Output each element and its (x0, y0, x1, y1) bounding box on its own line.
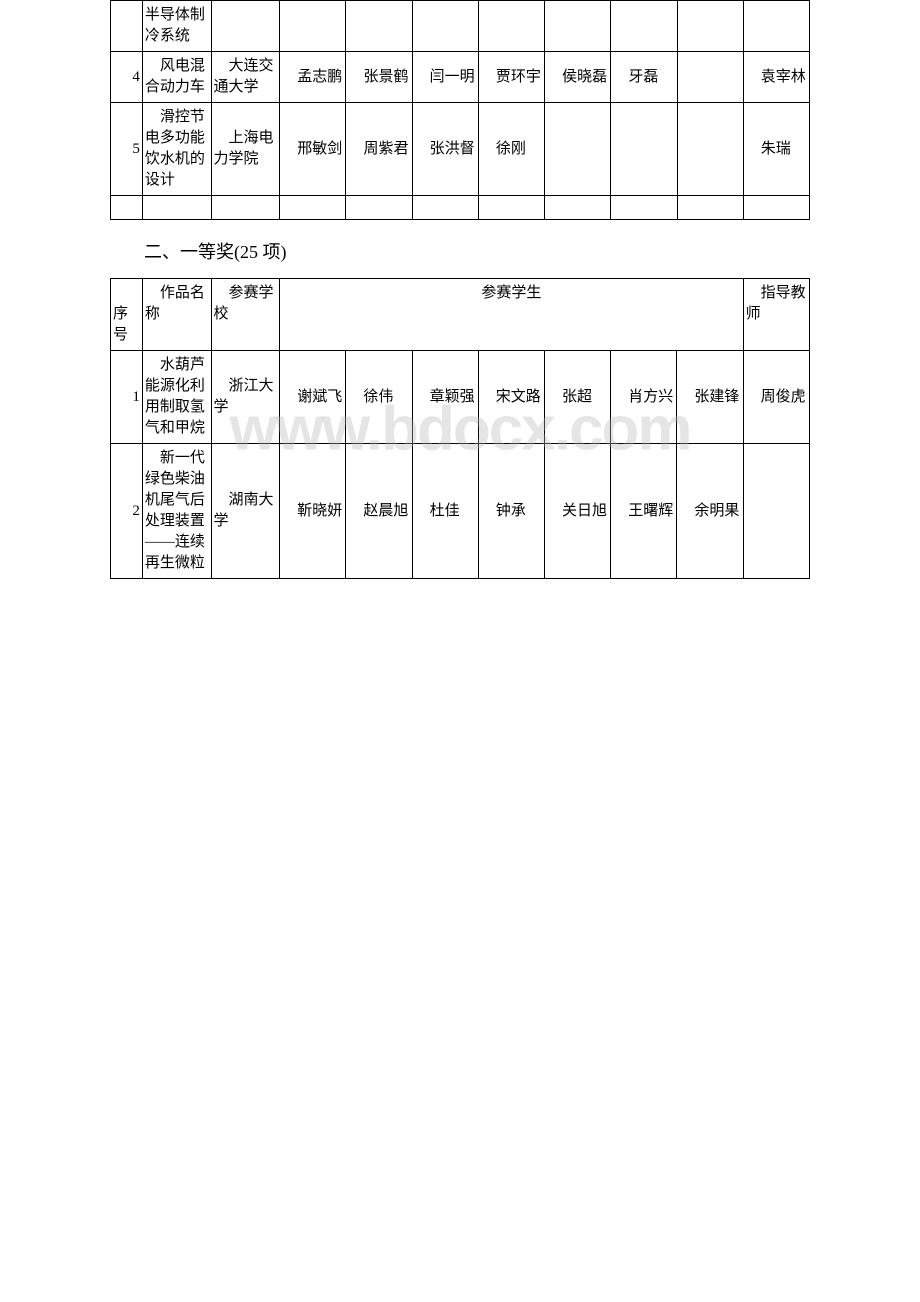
section-heading: 二、一等奖(25 项) (110, 220, 810, 278)
student-cell (677, 196, 743, 220)
school-cell: 浙江大学 (211, 351, 280, 444)
student-cell: 章颖强 (412, 351, 478, 444)
header-teacher: 指导教师 (743, 279, 809, 351)
student-cell: 靳晓妍 (280, 444, 346, 579)
student-cell: 张建锋 (677, 351, 743, 444)
seq-cell (111, 196, 143, 220)
seq-cell: 5 (111, 103, 143, 196)
student-cell (611, 103, 677, 196)
awards-table-continued: 半导体制冷系统 4 风电混合动力车 大连交通大学 孟志鹏 张景鹤 闫一明 贾环宇 (110, 0, 810, 220)
student-cell (346, 196, 412, 220)
student-cell: 徐刚 (478, 103, 544, 196)
work-cell: 半导体制冷系统 (142, 1, 211, 52)
table-row: 4 风电混合动力车 大连交通大学 孟志鹏 张景鹤 闫一明 贾环宇 侯晓磊 牙磊 … (111, 52, 810, 103)
seq-cell: 1 (111, 351, 143, 444)
student-cell: 王曙辉 (611, 444, 677, 579)
student-cell (280, 1, 346, 52)
work-cell (142, 196, 211, 220)
table-row (111, 196, 810, 220)
student-cell: 宋文路 (478, 351, 544, 444)
student-cell: 徐伟 (346, 351, 412, 444)
teacher-cell (743, 196, 809, 220)
student-cell (677, 52, 743, 103)
header-seq: 序号 (111, 279, 143, 351)
seq-cell (111, 1, 143, 52)
school-cell: 上海电力学院 (211, 103, 280, 196)
student-cell: 张洪督 (412, 103, 478, 196)
student-cell (478, 1, 544, 52)
student-cell (412, 196, 478, 220)
header-work: 作品名称 (142, 279, 211, 351)
teacher-cell (743, 444, 809, 579)
student-cell (611, 196, 677, 220)
student-cell: 赵晨旭 (346, 444, 412, 579)
work-cell: 滑控节电多功能饮水机的设计 (142, 103, 211, 196)
header-students: 参赛学生 (280, 279, 743, 351)
first-prize-table: 序号 作品名称 参赛学校 参赛学生 指导教师 1 水葫芦能源化利用制取氢气和甲烷… (110, 278, 810, 579)
table-row: 半导体制冷系统 (111, 1, 810, 52)
student-cell (677, 1, 743, 52)
student-cell: 牙磊 (611, 52, 677, 103)
school-cell (211, 1, 280, 52)
teacher-cell: 周俊虎 (743, 351, 809, 444)
student-cell (545, 103, 611, 196)
student-cell: 杜佳 (412, 444, 478, 579)
seq-cell: 4 (111, 52, 143, 103)
teacher-cell (743, 1, 809, 52)
student-cell (545, 1, 611, 52)
student-cell (611, 1, 677, 52)
student-cell: 周紫君 (346, 103, 412, 196)
student-cell: 侯晓磊 (545, 52, 611, 103)
school-cell (211, 196, 280, 220)
school-cell: 大连交通大学 (211, 52, 280, 103)
student-cell: 余明果 (677, 444, 743, 579)
table-row: 2 新一代绿色柴油机尾气后处理装置——连续再生微粒 湖南大学 靳晓妍 赵晨旭 杜… (111, 444, 810, 579)
student-cell: 孟志鹏 (280, 52, 346, 103)
student-cell (677, 103, 743, 196)
student-cell: 谢斌飞 (280, 351, 346, 444)
table-row: 1 水葫芦能源化利用制取氢气和甲烷 浙江大学 谢斌飞 徐伟 章颖强 宋文路 张超… (111, 351, 810, 444)
header-school: 参赛学校 (211, 279, 280, 351)
work-cell: 新一代绿色柴油机尾气后处理装置——连续再生微粒 (142, 444, 211, 579)
student-cell (478, 196, 544, 220)
work-cell: 水葫芦能源化利用制取氢气和甲烷 (142, 351, 211, 444)
teacher-cell: 袁宰林 (743, 52, 809, 103)
table-row: 5 滑控节电多功能饮水机的设计 上海电力学院 邢敏剑 周紫君 张洪督 徐刚 朱瑞 (111, 103, 810, 196)
table-header-row: 序号 作品名称 参赛学校 参赛学生 指导教师 (111, 279, 810, 351)
student-cell: 邢敏剑 (280, 103, 346, 196)
student-cell (346, 1, 412, 52)
student-cell (280, 196, 346, 220)
student-cell: 肖方兴 (611, 351, 677, 444)
teacher-cell: 朱瑞 (743, 103, 809, 196)
school-cell: 湖南大学 (211, 444, 280, 579)
student-cell: 张超 (545, 351, 611, 444)
student-cell: 贾环宇 (478, 52, 544, 103)
student-cell: 张景鹤 (346, 52, 412, 103)
work-cell: 风电混合动力车 (142, 52, 211, 103)
student-cell (412, 1, 478, 52)
seq-cell: 2 (111, 444, 143, 579)
student-cell (545, 196, 611, 220)
student-cell: 闫一明 (412, 52, 478, 103)
student-cell: 关日旭 (545, 444, 611, 579)
student-cell: 钟承 (478, 444, 544, 579)
